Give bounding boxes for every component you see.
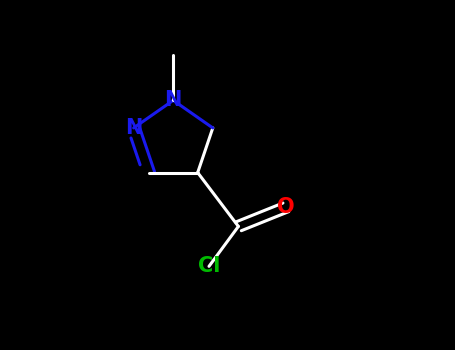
Text: N: N bbox=[165, 90, 182, 110]
Text: O: O bbox=[277, 197, 295, 217]
Text: N: N bbox=[125, 118, 142, 138]
Text: Cl: Cl bbox=[198, 256, 220, 276]
